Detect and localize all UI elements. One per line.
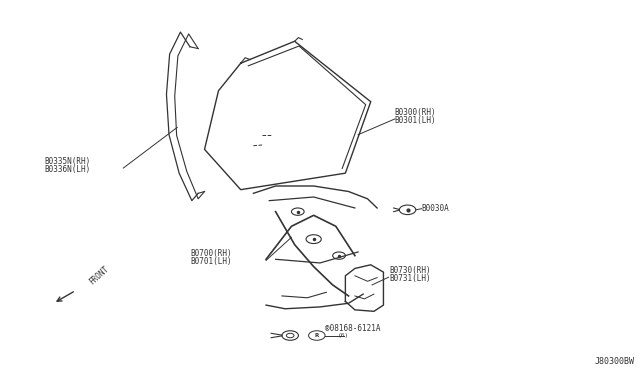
Text: (6): (6): [338, 333, 349, 338]
Text: J80300BW: J80300BW: [594, 357, 634, 366]
Text: B0301(LH): B0301(LH): [395, 116, 436, 125]
Text: B0730(RH): B0730(RH): [390, 266, 431, 275]
Text: FRONT: FRONT: [87, 264, 110, 286]
Text: B0030A: B0030A: [422, 204, 449, 213]
Text: B0300(RH): B0300(RH): [395, 108, 436, 116]
Text: R: R: [315, 333, 319, 338]
Text: B0335N(RH): B0335N(RH): [44, 157, 90, 166]
Text: B0701(LH): B0701(LH): [190, 257, 232, 266]
Text: B0700(RH): B0700(RH): [190, 249, 232, 259]
Text: B0336N(LH): B0336N(LH): [44, 165, 90, 174]
Text: ®08168-6121A: ®08168-6121A: [325, 324, 381, 333]
Text: B0731(LH): B0731(LH): [390, 274, 431, 283]
